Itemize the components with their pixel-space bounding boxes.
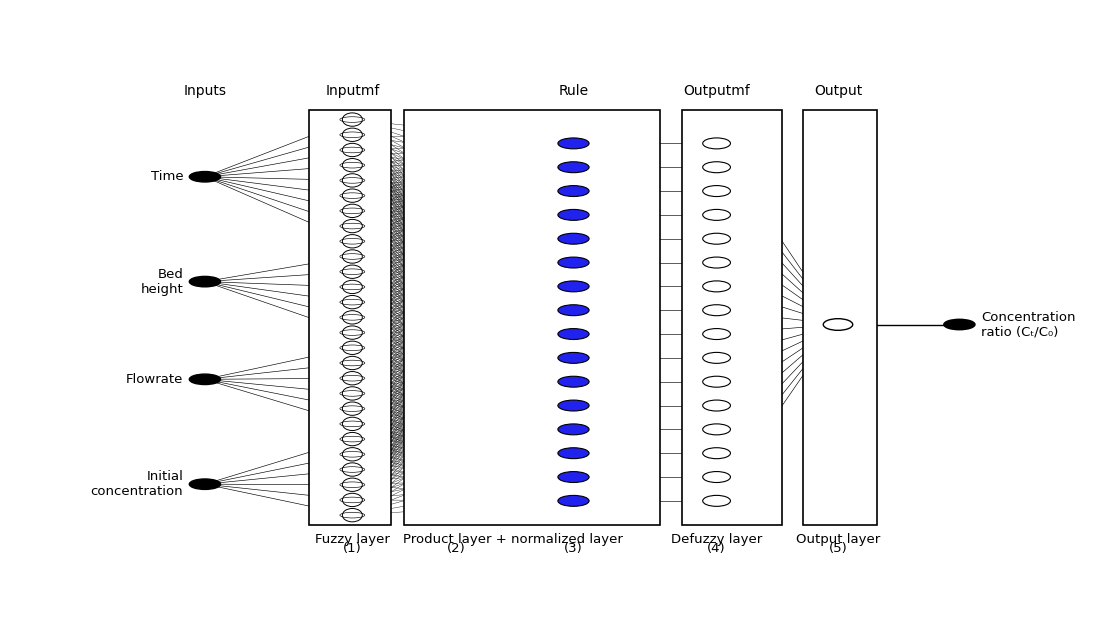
Ellipse shape	[558, 257, 589, 268]
Ellipse shape	[703, 138, 731, 149]
Ellipse shape	[558, 400, 589, 411]
Ellipse shape	[342, 493, 363, 506]
Ellipse shape	[342, 204, 363, 217]
Ellipse shape	[703, 281, 731, 292]
FancyBboxPatch shape	[681, 110, 781, 525]
Ellipse shape	[189, 171, 220, 182]
Text: (5): (5)	[828, 542, 847, 555]
FancyBboxPatch shape	[309, 110, 392, 525]
Ellipse shape	[189, 479, 220, 490]
Ellipse shape	[703, 233, 731, 245]
Ellipse shape	[703, 424, 731, 435]
Ellipse shape	[342, 326, 363, 339]
Ellipse shape	[342, 508, 363, 522]
Ellipse shape	[342, 463, 363, 476]
Ellipse shape	[342, 295, 363, 309]
Ellipse shape	[703, 257, 731, 268]
Ellipse shape	[342, 402, 363, 415]
Text: Product layer + normalized layer: Product layer + normalized layer	[403, 533, 622, 546]
Text: Inputs: Inputs	[184, 84, 226, 98]
Text: Concentration
ratio (Cₜ/C₀): Concentration ratio (Cₜ/C₀)	[981, 311, 1075, 339]
Ellipse shape	[558, 448, 589, 459]
Ellipse shape	[558, 209, 589, 220]
Text: Initial
concentration: Initial concentration	[91, 470, 184, 498]
Text: Flowrate: Flowrate	[125, 373, 184, 386]
Ellipse shape	[943, 319, 975, 330]
Ellipse shape	[558, 352, 589, 363]
Text: Time: Time	[151, 170, 184, 183]
Ellipse shape	[189, 277, 220, 287]
Ellipse shape	[342, 371, 363, 385]
Ellipse shape	[342, 158, 363, 172]
Text: Output: Output	[814, 84, 862, 98]
Ellipse shape	[342, 113, 363, 126]
Ellipse shape	[558, 281, 589, 292]
Text: (2): (2)	[446, 542, 466, 555]
Ellipse shape	[558, 376, 589, 387]
Text: Output layer: Output layer	[796, 533, 881, 546]
Text: Outputmf: Outputmf	[684, 84, 750, 98]
Ellipse shape	[703, 162, 731, 173]
Ellipse shape	[342, 417, 363, 431]
FancyBboxPatch shape	[803, 110, 877, 525]
Ellipse shape	[558, 138, 589, 149]
Ellipse shape	[558, 495, 589, 506]
Text: Defuzzy layer: Defuzzy layer	[671, 533, 762, 546]
Ellipse shape	[703, 448, 731, 459]
Ellipse shape	[703, 186, 731, 197]
Ellipse shape	[703, 495, 731, 506]
Ellipse shape	[558, 305, 589, 316]
Ellipse shape	[342, 174, 363, 187]
Text: (4): (4)	[707, 542, 726, 555]
Ellipse shape	[342, 265, 363, 279]
Ellipse shape	[342, 235, 363, 248]
Ellipse shape	[558, 186, 589, 196]
Ellipse shape	[342, 357, 363, 370]
Ellipse shape	[342, 280, 363, 293]
Ellipse shape	[342, 250, 363, 263]
Ellipse shape	[824, 319, 853, 331]
Ellipse shape	[342, 219, 363, 233]
Ellipse shape	[558, 424, 589, 435]
Ellipse shape	[558, 329, 589, 339]
Text: Fuzzy layer: Fuzzy layer	[314, 533, 389, 546]
Ellipse shape	[558, 233, 589, 244]
Text: (3): (3)	[564, 542, 583, 555]
Text: Bed
height: Bed height	[141, 267, 184, 296]
Ellipse shape	[703, 209, 731, 220]
Text: Inputmf: Inputmf	[326, 84, 379, 98]
Ellipse shape	[703, 472, 731, 483]
Ellipse shape	[703, 376, 731, 387]
Ellipse shape	[189, 374, 220, 384]
Ellipse shape	[703, 400, 731, 411]
Ellipse shape	[342, 448, 363, 461]
Ellipse shape	[342, 478, 363, 491]
Ellipse shape	[558, 162, 589, 173]
Ellipse shape	[342, 189, 363, 202]
Ellipse shape	[342, 433, 363, 446]
Text: (1): (1)	[342, 542, 361, 555]
Ellipse shape	[558, 472, 589, 482]
Ellipse shape	[342, 128, 363, 142]
Ellipse shape	[342, 341, 363, 355]
Ellipse shape	[342, 311, 363, 324]
Ellipse shape	[342, 144, 363, 157]
Ellipse shape	[703, 305, 731, 316]
Ellipse shape	[703, 352, 731, 363]
Ellipse shape	[703, 329, 731, 340]
Text: Rule: Rule	[558, 84, 589, 98]
FancyBboxPatch shape	[404, 110, 660, 525]
Ellipse shape	[342, 387, 363, 400]
